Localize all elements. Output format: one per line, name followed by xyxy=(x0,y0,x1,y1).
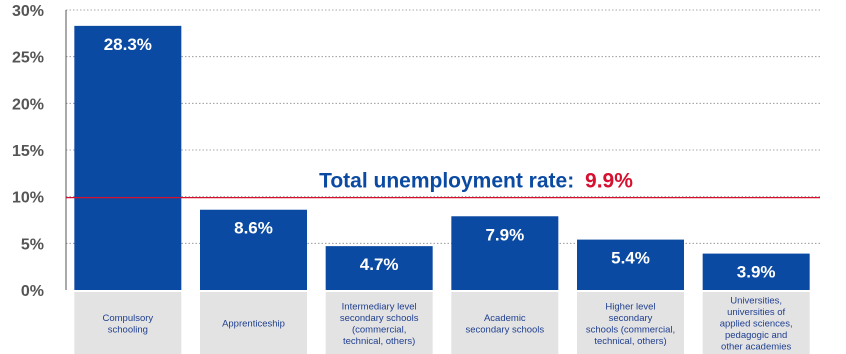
y-tick-label-25: 25% xyxy=(12,50,44,67)
category-label-2: Apprenticeship xyxy=(222,319,285,330)
bar-value-label-5: 5.4% xyxy=(611,249,650,268)
category-label-6: Universities, universities of applied scie… xyxy=(720,296,793,353)
category-label-line: universities of xyxy=(727,307,785,318)
bar-4 xyxy=(451,216,559,290)
y-tick-label-15: 15% xyxy=(12,143,44,160)
reference-line-annotation: Total unemployment rate: 9.9% xyxy=(319,170,633,193)
category-label-5: Higher level secondary schools (commercial… xyxy=(586,301,675,347)
category-box-4 xyxy=(451,292,559,354)
bar-value-label-6: 3.9% xyxy=(737,263,776,282)
category-label-4: Academic secondary schools xyxy=(465,313,544,336)
category-label-line: secondary schools xyxy=(340,313,419,324)
category-label-line: technical, others) xyxy=(594,336,666,347)
category-label-line: other academies xyxy=(721,342,791,353)
bar-3 xyxy=(325,246,433,290)
bar-6 xyxy=(702,253,810,290)
category-label-line: schools (commercial, xyxy=(586,324,675,335)
category-label-line: Apprenticeship xyxy=(222,319,285,330)
category-label-1: Compulsory schooling xyxy=(102,313,153,336)
category-labels: Compulsory schooling Apprenticeship Interme… xyxy=(74,292,810,354)
category-label-line: Universities, xyxy=(730,296,782,307)
y-tick-label-0: 0% xyxy=(21,283,44,300)
bar-value-label-2: 8.6% xyxy=(234,219,273,238)
category-label-line: Compulsory xyxy=(102,313,153,324)
category-label-line: pedagogic and xyxy=(725,330,787,341)
bar-value-label-4: 7.9% xyxy=(485,225,524,244)
bar-value-label-3: 4.7% xyxy=(360,255,399,274)
category-label-line: (commercial, xyxy=(352,324,406,335)
category-box-3 xyxy=(325,292,433,354)
category-label-3: Intermediary level secondary schools (comm… xyxy=(340,301,419,347)
category-box-1 xyxy=(74,292,182,354)
y-tick-label-5: 5% xyxy=(21,236,44,253)
category-box-6 xyxy=(702,292,810,354)
bars xyxy=(74,25,810,290)
category-label-line: Academic xyxy=(484,313,526,324)
bar-2 xyxy=(200,209,307,290)
y-tick-label-10: 10% xyxy=(12,190,44,207)
bar-value-label-1: 28.3% xyxy=(104,35,152,54)
bar-5 xyxy=(577,239,684,290)
reference-line-value: 9.9% xyxy=(585,170,633,193)
reference-line-label: Total unemployment rate: xyxy=(319,170,574,193)
category-label-line: Intermediary level xyxy=(342,301,417,312)
category-label-line: secondary schools xyxy=(465,324,544,335)
y-tick-label-30: 30% xyxy=(12,3,44,20)
category-label-line: Higher level xyxy=(605,301,655,312)
category-label-line: schooling xyxy=(108,324,148,335)
category-label-line: applied sciences, xyxy=(720,319,793,330)
y-axis-tick-labels: 0% 5% 10% 15% 20% 25% 30% xyxy=(12,3,44,300)
y-tick-label-20: 20% xyxy=(12,96,44,113)
category-label-line: technical, others) xyxy=(343,336,415,347)
bar-1 xyxy=(74,25,182,290)
category-box-5 xyxy=(577,292,684,354)
category-label-line: secondary xyxy=(609,313,653,324)
bar-value-labels: 28.3% 8.6% 4.7% 7.9% 5.4% 3.9% xyxy=(104,35,776,282)
category-box-2 xyxy=(200,292,307,354)
